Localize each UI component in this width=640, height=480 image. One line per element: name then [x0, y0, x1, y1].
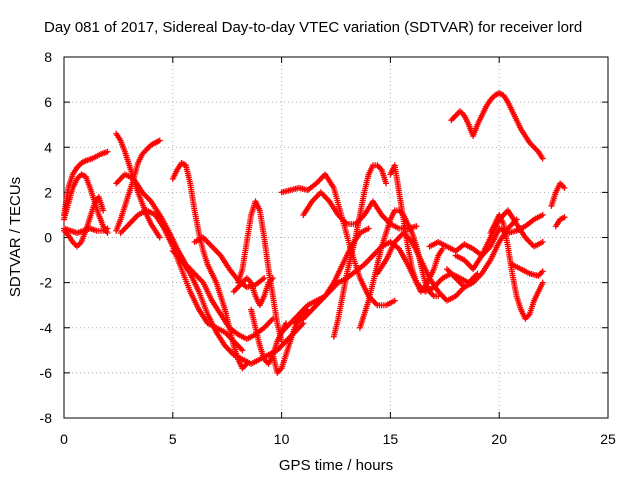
x-axis-label: GPS time / hours: [279, 457, 393, 474]
series-arc-23: [387, 162, 446, 295]
data-point: [539, 155, 546, 162]
data-point: [156, 234, 163, 241]
data-point: [439, 245, 446, 252]
y-tick-label: -6: [40, 365, 53, 381]
y-tick-label: -4: [40, 320, 53, 336]
series-arc-17: [278, 225, 372, 336]
series-arc-8: [117, 207, 246, 354]
series-arc-14: [248, 306, 289, 367]
y-tick-label: 8: [44, 49, 52, 65]
data-marks: [61, 90, 568, 376]
data-point: [156, 137, 163, 144]
series-arc-21: [356, 207, 442, 331]
chart-title: Day 081 of 2017, Sidereal Day-to-day VTE…: [44, 19, 582, 36]
data-point: [100, 207, 107, 214]
y-tick-label: -2: [40, 275, 53, 291]
data-point: [561, 184, 568, 191]
data-point: [413, 223, 420, 230]
y-tick-label: 0: [44, 230, 52, 246]
y-tick-label: 6: [44, 94, 52, 110]
x-tick-label: 25: [600, 431, 616, 447]
data-point: [391, 297, 398, 304]
y-tick-label: -8: [40, 410, 53, 426]
series-arc-27: [487, 211, 546, 322]
data-point: [539, 279, 546, 286]
y-tick-label: 4: [44, 139, 52, 155]
x-tick-label: 0: [60, 431, 68, 447]
series-arc-13: [235, 198, 285, 345]
series-arc-28: [509, 261, 546, 279]
x-tick-label: 15: [383, 431, 399, 447]
series-arc-20: [330, 162, 390, 340]
data-point: [365, 225, 372, 232]
data-point: [383, 180, 390, 187]
series-arc-25: [443, 216, 520, 291]
series-arc-4: [61, 193, 107, 250]
data-point: [539, 268, 546, 275]
data-point: [561, 214, 568, 221]
data-point: [239, 347, 246, 354]
series-arc-16: [278, 171, 398, 309]
data-point: [104, 229, 111, 236]
data-point: [539, 239, 546, 246]
series-arc-30: [548, 180, 568, 209]
x-tick-labels: 0 5 10 15 20 25: [60, 431, 616, 447]
series-arc-9: [169, 160, 250, 372]
series-arc-12: [230, 275, 276, 309]
series-arc-29: [448, 90, 546, 162]
y-tick-labels: -8 -6 -4 -2 0 2 4 6 8: [40, 49, 53, 426]
x-tick-label: 20: [491, 431, 507, 447]
data-point: [539, 211, 546, 218]
x-tick-label: 10: [274, 431, 290, 447]
x-tick-label: 5: [169, 431, 177, 447]
series-arc-3: [61, 171, 111, 236]
data-point: [261, 275, 268, 282]
data-point: [104, 148, 111, 155]
y-tick-label: 2: [44, 184, 52, 200]
series-arc-6: [113, 137, 163, 234]
series-arc-31: [552, 214, 568, 230]
y-axis-label: SDTVAR / TECUs: [7, 177, 24, 297]
